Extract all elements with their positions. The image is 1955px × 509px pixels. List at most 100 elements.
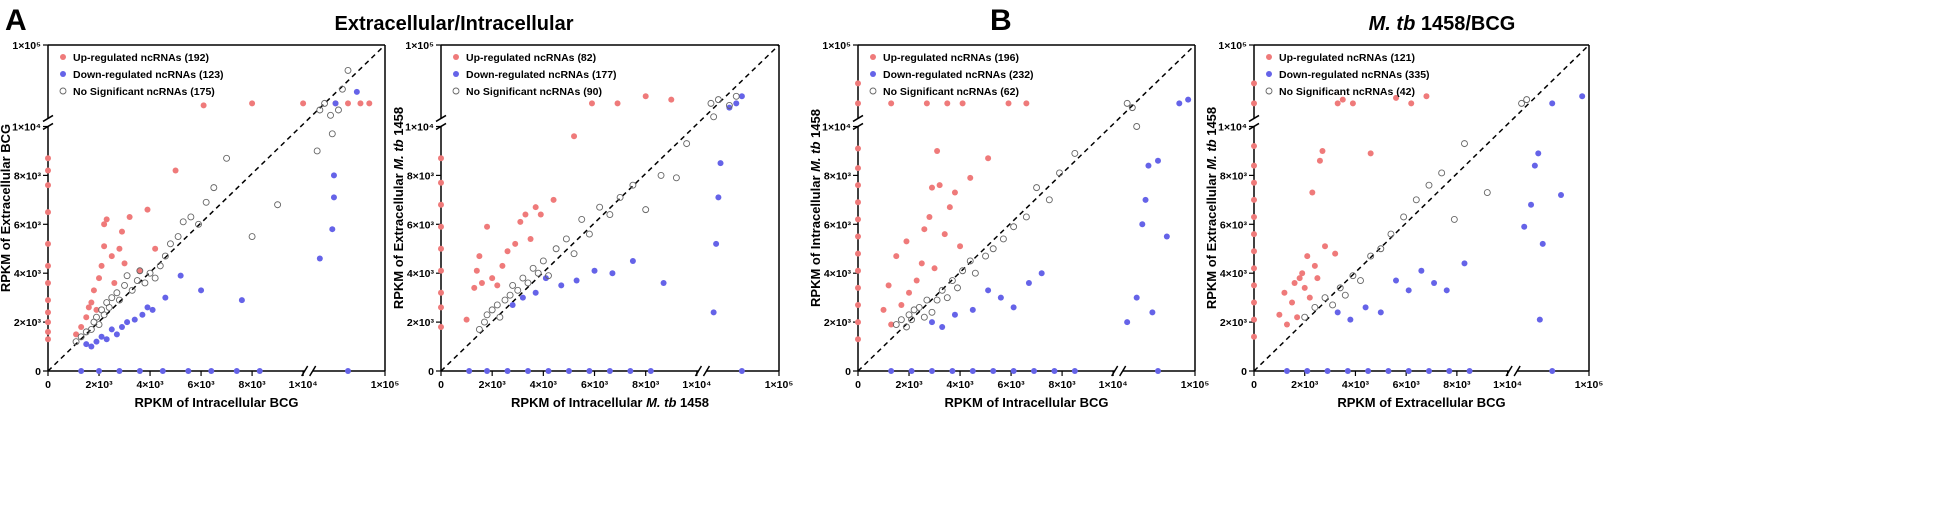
down-point bbox=[949, 368, 956, 374]
up-point bbox=[532, 204, 539, 211]
ns-point bbox=[892, 321, 900, 328]
up-point bbox=[588, 100, 595, 107]
ns-point bbox=[915, 303, 923, 311]
up-point bbox=[45, 319, 51, 326]
ns-point bbox=[136, 267, 144, 275]
ns-point bbox=[732, 92, 740, 100]
x-tick-label: 0 bbox=[855, 379, 861, 391]
legend-marker-up bbox=[1266, 54, 1272, 60]
y-tick-label: 0 bbox=[35, 366, 41, 378]
ns-point bbox=[585, 230, 593, 238]
up-point bbox=[1291, 279, 1298, 286]
up-point bbox=[1304, 253, 1311, 260]
down-point bbox=[116, 368, 123, 374]
x-axis-title-part: RPKM of Intracellular BCG bbox=[945, 395, 1109, 410]
ns-point bbox=[1321, 294, 1329, 302]
down-point bbox=[144, 304, 151, 311]
ns-point bbox=[113, 289, 121, 297]
ns-point bbox=[578, 215, 586, 223]
down-point bbox=[1154, 157, 1161, 164]
group-title-b-italic: M. tb bbox=[1369, 13, 1416, 35]
ns-point bbox=[524, 279, 532, 287]
up-point bbox=[438, 223, 444, 230]
x-tick-label: 1×10⁵ bbox=[371, 379, 400, 391]
ns-point bbox=[100, 311, 108, 319]
y-tick-label: 4×10³ bbox=[1220, 268, 1248, 280]
y-tick-label: 1×10⁵ bbox=[405, 40, 434, 52]
down-point bbox=[1521, 223, 1528, 230]
up-point bbox=[504, 248, 511, 255]
y-tick-label: 1×10⁴ bbox=[1218, 122, 1247, 134]
down-point bbox=[733, 100, 740, 107]
up-point bbox=[116, 245, 123, 252]
x-axis-title-part: RPKM of Intracellular bbox=[511, 395, 646, 410]
ns-point bbox=[954, 284, 961, 292]
y-axis-title-part: M. tb bbox=[1204, 139, 1219, 169]
plot-2: 0 2×10³ 4×10³ 6×10³ 8×10³ 1×10⁴ 1×10⁵ 0 2×10³ 4×1… bbox=[391, 40, 793, 410]
up-point bbox=[1251, 248, 1257, 255]
ns-point bbox=[1022, 213, 1030, 221]
ns-point bbox=[672, 174, 680, 182]
legend-label-text: Down-regulated ncRNAs bbox=[73, 69, 199, 81]
legend-marker-down bbox=[1266, 71, 1272, 77]
ns-point bbox=[1123, 99, 1131, 107]
down-point bbox=[738, 93, 745, 100]
legend-label-down: Down-regulated ncRNAs (335) bbox=[1279, 69, 1430, 81]
ns-point bbox=[1461, 140, 1468, 148]
up-point bbox=[885, 282, 892, 289]
down-point bbox=[1154, 368, 1161, 374]
legend-label-down: Down-regulated ncRNAs (177) bbox=[466, 69, 617, 81]
ns-point bbox=[108, 294, 116, 302]
down-point bbox=[1025, 279, 1032, 286]
ns-point bbox=[1518, 99, 1526, 107]
y-axis-break-mark bbox=[42, 114, 54, 123]
up-point bbox=[941, 231, 948, 238]
ns-point bbox=[77, 333, 85, 341]
legend-count: (121) bbox=[1390, 52, 1415, 64]
legend-label-up: Up-regulated ncRNAs (121) bbox=[1279, 52, 1415, 64]
x-tick-label: 2×10³ bbox=[1291, 379, 1319, 391]
ns-point bbox=[1128, 104, 1136, 112]
legend-marker-up bbox=[453, 54, 459, 60]
ns-point bbox=[534, 269, 542, 277]
down-point bbox=[78, 368, 85, 374]
up-point bbox=[73, 331, 80, 338]
down-point bbox=[532, 289, 539, 296]
up-point bbox=[1251, 299, 1257, 306]
up-point bbox=[1251, 213, 1257, 220]
y-tick-label: 0 bbox=[1241, 366, 1247, 378]
ns-point bbox=[506, 291, 514, 299]
up-point bbox=[855, 100, 861, 107]
legend-label-up: Up-regulated ncRNAs (82) bbox=[466, 52, 596, 64]
ns-point bbox=[1045, 196, 1053, 204]
legend-label-text: Down-regulated ncRNAs bbox=[883, 69, 1009, 81]
up-point bbox=[172, 167, 179, 174]
up-point bbox=[438, 245, 444, 252]
down-point bbox=[660, 279, 667, 286]
ns-point bbox=[642, 206, 650, 214]
up-point bbox=[855, 250, 861, 257]
panel-letter-b: B bbox=[990, 4, 1012, 37]
up-point bbox=[1299, 270, 1306, 277]
ns-point bbox=[1483, 189, 1491, 196]
down-point bbox=[1139, 221, 1146, 228]
up-point bbox=[344, 100, 351, 107]
up-point bbox=[1306, 294, 1313, 301]
ns-point bbox=[1387, 230, 1395, 238]
ns-point bbox=[1336, 284, 1344, 292]
y-tick-label: 8×10³ bbox=[824, 170, 852, 182]
down-point bbox=[591, 267, 598, 274]
x-axis-title: RPKM of Extracellular BCG bbox=[1337, 395, 1505, 410]
ns-point bbox=[1450, 215, 1458, 223]
ns-point bbox=[539, 257, 547, 265]
ns-point bbox=[903, 323, 910, 331]
x-tick-label: 4×10³ bbox=[136, 379, 164, 391]
ns-point bbox=[1349, 272, 1357, 280]
up-point bbox=[888, 321, 895, 328]
x-axis-title-part: RPKM of Intracellular BCG bbox=[135, 395, 299, 410]
down-point bbox=[1031, 368, 1038, 374]
down-point bbox=[208, 368, 215, 374]
up-point bbox=[1309, 189, 1316, 196]
up-point bbox=[438, 179, 444, 186]
y-axis-title: RPKM of Extracellular M. tb 1458 bbox=[1204, 107, 1219, 309]
